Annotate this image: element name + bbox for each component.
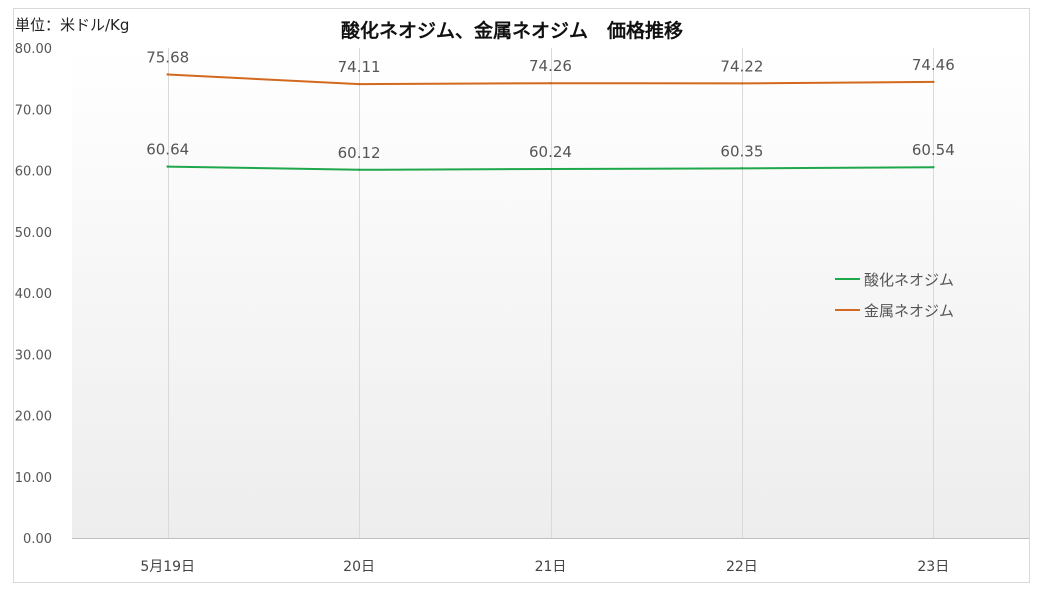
y-tick-label: 40.00 — [15, 287, 52, 302]
data-point — [932, 80, 935, 84]
series-lines — [166, 73, 935, 171]
y-tick-label: 30.00 — [15, 348, 52, 363]
y-tick-label: 60.00 — [15, 165, 52, 180]
data-label: 74.22 — [720, 57, 763, 75]
data-label: 60.64 — [146, 141, 189, 159]
data-point — [357, 168, 361, 171]
x-tick-label: 5月19日 — [140, 559, 195, 575]
data-label: 74.46 — [912, 56, 955, 74]
data-label: 60.12 — [338, 144, 381, 162]
x-tick-label: 20日 — [343, 559, 375, 575]
y-axis-ticks: 0.00 10.00 20.00 30.00 40.00 50.00 60.00 70.00 8… — [15, 42, 52, 547]
x-tick-label: 22日 — [726, 559, 758, 575]
legend-label-series-1: 酸化ネオジム — [864, 271, 954, 289]
data-label: 60.24 — [529, 143, 572, 161]
data-point — [549, 167, 552, 171]
data-point — [357, 82, 361, 86]
y-tick-label: 50.00 — [15, 226, 52, 241]
data-labels: 60.64 60.12 60.24 60.35 60.54 75.68 74.11 74.26… — [146, 48, 955, 161]
unit-label: 単位：米ドル/Kg — [15, 16, 129, 34]
y-tick-label: 70.00 — [15, 103, 52, 118]
x-axis-ticks: 5月19日 20日 21日 22日 23日 — [140, 559, 949, 575]
data-point — [166, 73, 169, 76]
data-point — [932, 165, 935, 169]
x-tick-label: 21日 — [535, 559, 567, 575]
data-label: 60.35 — [720, 142, 763, 160]
data-label: 75.68 — [146, 48, 189, 66]
data-point — [740, 167, 744, 170]
data-label: 74.11 — [338, 58, 381, 76]
y-tick-label: 80.00 — [15, 42, 52, 57]
y-tick-label: 20.00 — [15, 410, 52, 425]
grid-lines — [168, 48, 934, 538]
legend-label-series-2: 金属ネオジム — [864, 302, 954, 320]
data-point — [166, 165, 169, 168]
data-label: 60.54 — [912, 141, 955, 159]
data-point — [549, 81, 552, 85]
y-tick-label: 10.00 — [15, 471, 52, 486]
chart-title: 酸化ネオジム、金属ネオジム 価格推移 — [341, 19, 683, 42]
data-point — [740, 82, 744, 85]
data-label: 74.26 — [529, 57, 572, 75]
y-tick-label: 0.00 — [23, 532, 52, 547]
x-tick-label: 23日 — [917, 559, 949, 575]
plot-area — [72, 48, 1029, 538]
legend: 酸化ネオジム 金属ネオジム — [835, 271, 954, 320]
